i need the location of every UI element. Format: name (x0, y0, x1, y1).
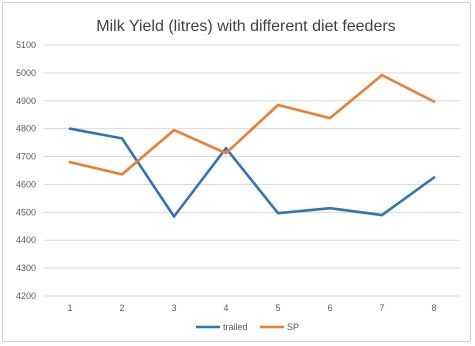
data-point (224, 152, 228, 155)
data-point (432, 176, 436, 179)
x-tick-label: 4 (223, 303, 228, 313)
data-point (172, 215, 176, 218)
gridlines (44, 44, 460, 297)
x-tick-label: 6 (327, 303, 332, 313)
legend: trailed SP (196, 322, 299, 332)
data-point (328, 116, 332, 120)
legend-label: SP (287, 322, 299, 332)
y-tick-label: 4700 (16, 152, 36, 162)
x-axis-ticks: 1 2 3 4 5 6 7 8 (67, 303, 436, 313)
data-point (68, 160, 72, 164)
y-tick-label: 4500 (16, 207, 36, 217)
x-tick-label: 7 (379, 303, 384, 313)
legend-label: trailed (223, 322, 248, 332)
data-point (276, 103, 280, 107)
chart-frame (2, 2, 471, 342)
series-line-trailed (68, 127, 436, 218)
data-point (172, 128, 176, 132)
series-line-sp (68, 73, 436, 176)
data-point (432, 100, 436, 103)
y-tick-label: 4200 (16, 291, 36, 301)
y-tick-label: 5000 (16, 68, 36, 78)
chart-title: Milk Yield (litres) with different diet … (96, 18, 395, 35)
x-tick-label: 5 (275, 303, 280, 313)
y-tick-label: 4400 (16, 235, 36, 245)
series-lines (68, 73, 436, 218)
x-tick-label: 8 (431, 303, 436, 313)
data-point (328, 206, 332, 210)
x-tick-label: 3 (171, 303, 176, 313)
data-point (380, 73, 384, 77)
data-point (224, 146, 228, 150)
y-tick-label: 4300 (16, 263, 36, 273)
data-point (380, 213, 384, 217)
data-point (120, 137, 124, 140)
data-point (120, 173, 124, 176)
x-tick-label: 2 (119, 303, 124, 313)
data-point (276, 211, 280, 215)
y-tick-label: 5100 (16, 40, 36, 50)
x-tick-label: 1 (67, 303, 72, 313)
y-tick-label: 4800 (16, 124, 36, 134)
y-axis-ticks: 4200 4300 4400 4500 4600 4700 4800 4900 5000 5100 (16, 40, 36, 301)
y-tick-label: 4900 (16, 96, 36, 106)
data-point (68, 127, 72, 130)
y-tick-label: 4600 (16, 179, 36, 189)
